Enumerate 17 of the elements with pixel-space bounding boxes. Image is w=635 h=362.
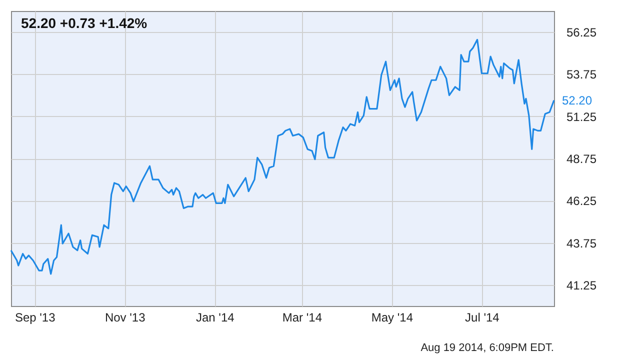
y-tick-label: 41.25: [566, 278, 597, 292]
text: Aug 19 2014, 6:09PM EDT.: [420, 342, 554, 354]
x-tick-label: Jul '14: [465, 310, 500, 324]
line-series: [10, 38, 555, 275]
y-tick-label: 46.25: [566, 194, 597, 208]
x-tick-label: Sep '13: [14, 310, 56, 324]
annotation: 52.20: [562, 93, 592, 108]
x-tick-label: Nov '13: [104, 310, 146, 324]
y-tick-label: 43.75: [566, 236, 597, 250]
y-tick-label: 56.25: [566, 26, 597, 40]
x-tick-label: May '14: [371, 310, 414, 324]
y-tick-label: 51.25: [566, 110, 597, 124]
y-tick-label: 48.75: [566, 152, 597, 166]
x-tick-label: Mar '14: [282, 310, 322, 324]
y-tick-label: 53.75: [566, 68, 597, 82]
x-tick-label: Jan '14: [196, 310, 235, 324]
chart-title: 52.20 +0.73 +1.42%: [21, 15, 148, 31]
